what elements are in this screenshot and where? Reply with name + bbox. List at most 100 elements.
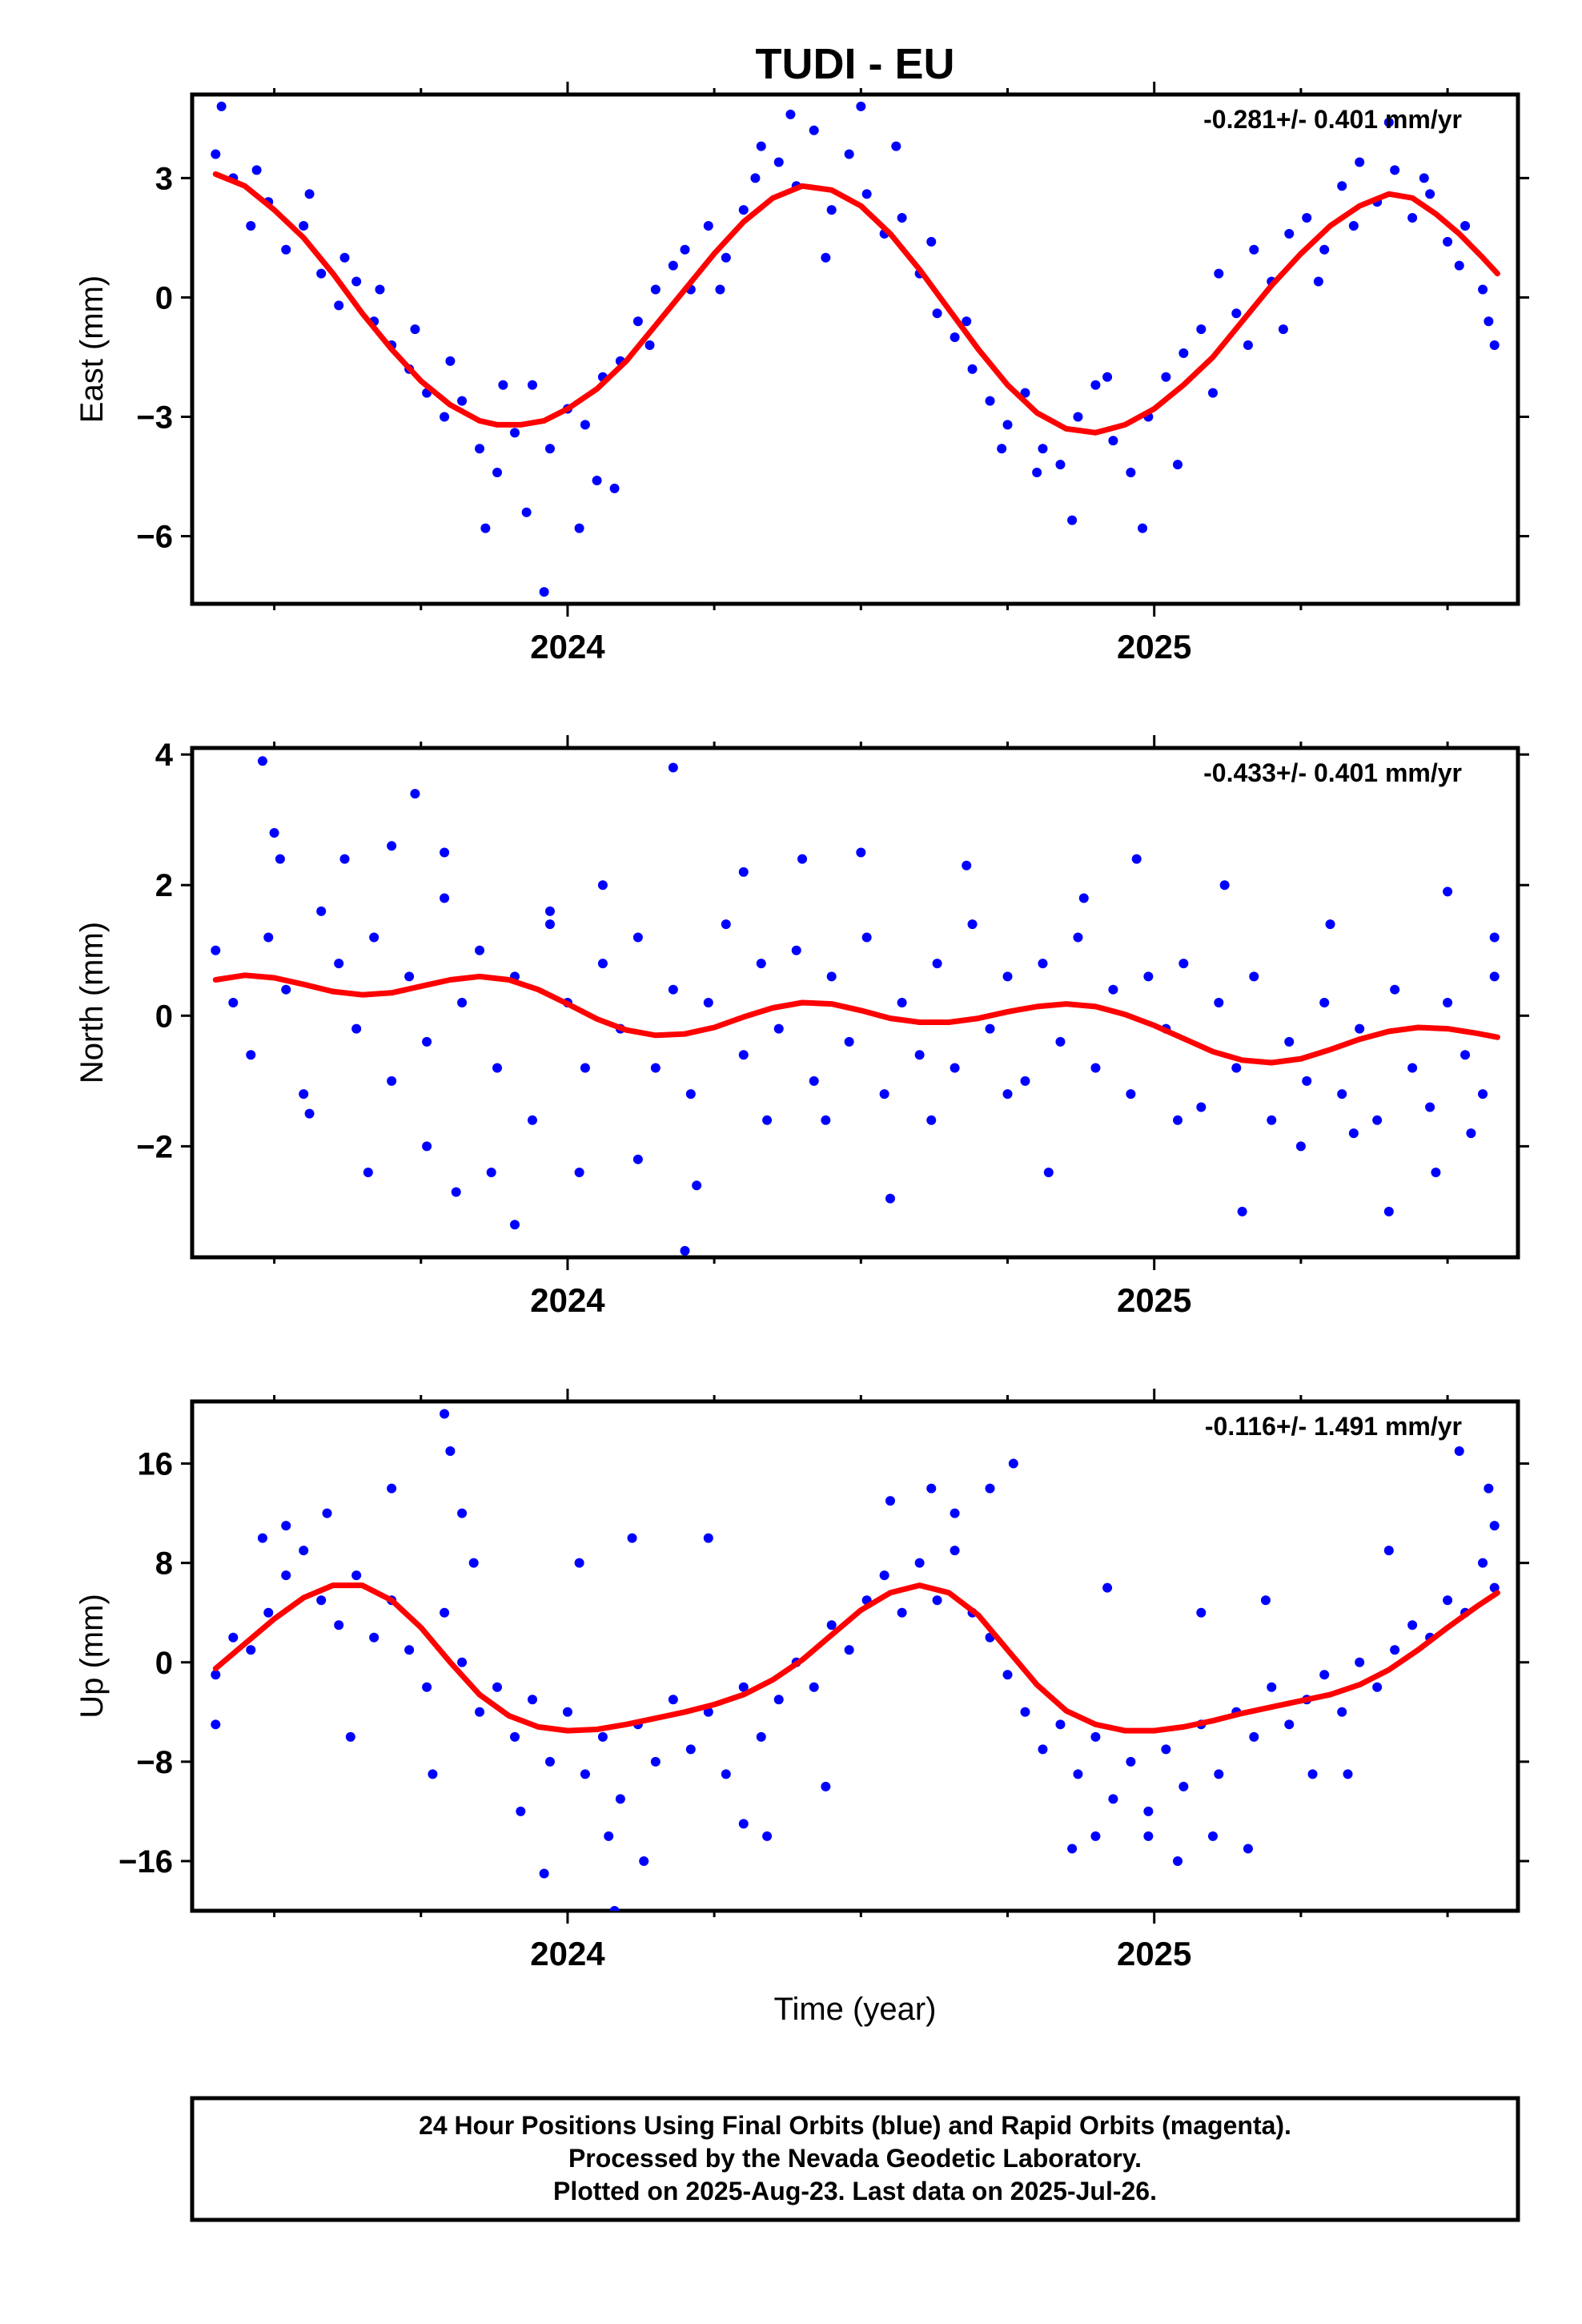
data-point (1020, 1707, 1030, 1717)
data-point (997, 444, 1007, 454)
data-point (1143, 1806, 1154, 1816)
data-point (440, 847, 450, 858)
data-point (809, 1682, 819, 1692)
data-point (738, 866, 749, 877)
data-point (539, 587, 549, 597)
data-point (246, 1050, 256, 1060)
data-point (1207, 1831, 1218, 1841)
data-point (738, 1050, 749, 1060)
data-point (932, 959, 942, 969)
y-tick-label: 4 (155, 738, 174, 773)
plot-frame (190, 1399, 1520, 1913)
data-point (668, 1695, 678, 1705)
data-point (1489, 932, 1500, 943)
data-point (914, 1558, 925, 1568)
data-point (457, 1657, 468, 1667)
data-point (1313, 276, 1323, 287)
data-point (632, 316, 643, 327)
data-point (211, 1719, 221, 1730)
data-point (967, 364, 978, 374)
footer-line-1: 24 Hour Positions Using Final Orbits (bl… (419, 2111, 1291, 2140)
data-point (1043, 1168, 1054, 1177)
data-point (826, 1620, 837, 1630)
data-point (1443, 1595, 1453, 1606)
data-point (809, 1076, 819, 1086)
data-point (1126, 468, 1136, 478)
data-point (387, 1076, 397, 1086)
data-point (334, 959, 344, 969)
data-point (211, 945, 221, 955)
data-point (1143, 971, 1154, 982)
data-point (962, 316, 972, 327)
data-point (1355, 1023, 1365, 1034)
data-point (351, 1023, 362, 1034)
data-point (1348, 1128, 1359, 1139)
fit-line (212, 972, 1500, 1066)
data-point (216, 101, 227, 111)
data-point (639, 1856, 649, 1866)
x-tick-label: 2024 (530, 1281, 605, 1319)
data-point (632, 1154, 643, 1164)
data-point (1102, 372, 1113, 382)
data-point (703, 998, 713, 1007)
y-tick-label: 3 (155, 161, 173, 196)
data-point (1489, 1521, 1500, 1531)
data-point (1126, 1089, 1136, 1100)
data-point (475, 1707, 485, 1717)
data-point (451, 1187, 461, 1197)
data-point (821, 1115, 831, 1125)
data-point (932, 1595, 942, 1606)
data-point (363, 1168, 373, 1177)
data-point (1173, 1115, 1183, 1125)
data-point (856, 847, 866, 858)
data-point (756, 959, 766, 969)
data-point (440, 412, 450, 422)
data-point (644, 340, 655, 351)
data-point (1355, 157, 1365, 167)
data-point (885, 1193, 895, 1204)
data-point (609, 483, 620, 493)
data-point (632, 932, 643, 943)
data-point (1348, 220, 1359, 231)
data-point (1138, 523, 1148, 533)
data-point (1249, 971, 1259, 982)
data-point (1055, 460, 1066, 470)
data-point (316, 906, 327, 916)
data-point (604, 1831, 614, 1841)
data-point (1108, 1794, 1118, 1804)
data-point (440, 1409, 450, 1419)
data-point (457, 998, 468, 1007)
data-point (440, 1607, 450, 1618)
data-point (1102, 1582, 1113, 1593)
data-point (281, 1521, 291, 1531)
data-point (211, 1670, 221, 1680)
data-point (826, 971, 837, 982)
data-point (1460, 220, 1471, 231)
data-point (304, 1108, 315, 1119)
data-point (797, 854, 808, 864)
data-point (544, 444, 555, 454)
data-point (387, 1483, 397, 1494)
data-point (299, 1546, 309, 1556)
data-point (299, 220, 309, 231)
data-point (738, 205, 749, 215)
data-point (299, 1089, 309, 1100)
data-point (615, 1794, 625, 1804)
data-point (1390, 984, 1400, 995)
data-point (1407, 1620, 1418, 1630)
footer-box: 24 Hour Positions Using Final Orbits (bl… (190, 2096, 1520, 2222)
data-point (1078, 893, 1089, 903)
data-point (544, 919, 555, 930)
data-point (475, 945, 485, 955)
data-point (650, 1063, 661, 1073)
data-point (521, 507, 532, 517)
velocity-label: -0.116+/- 1.491 mm/yr (1205, 1412, 1462, 1441)
data-point (762, 1831, 773, 1841)
data-point (1002, 1670, 1013, 1680)
data-point (1425, 1102, 1435, 1112)
data-point (1383, 1546, 1394, 1556)
data-point (861, 932, 872, 943)
data-point (773, 1023, 784, 1034)
data-point (1249, 244, 1259, 255)
